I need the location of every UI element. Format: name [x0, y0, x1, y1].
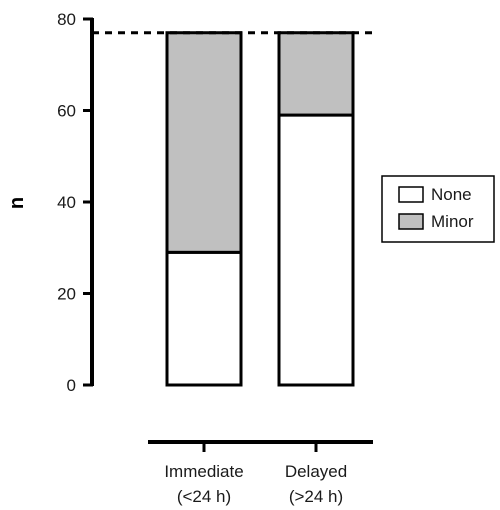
- bar-segment-none: [165, 250, 243, 387]
- y-tick-label: 20: [57, 285, 76, 304]
- x-tick-label-sub: (>24 h): [289, 487, 343, 506]
- bar-segment-minor: [165, 31, 243, 254]
- legend-swatch-minor: [398, 213, 424, 230]
- x-axis-ticks: Immediate (<24 h) Delayed (>24 h): [164, 442, 347, 506]
- bar-segment-minor: [277, 31, 355, 117]
- bars-group: [165, 31, 355, 387]
- bar-segment-none: [277, 113, 355, 387]
- y-axis-label: n: [6, 197, 28, 209]
- y-tick-label: 0: [67, 376, 76, 395]
- y-axis-ticks: 0 20 40 60 80: [57, 10, 93, 395]
- x-tick-label: Immediate: [164, 462, 243, 481]
- y-tick-label: 80: [57, 10, 76, 29]
- x-tick-label: Delayed: [285, 462, 347, 481]
- legend-box: [381, 175, 495, 243]
- legend-label-none: None: [431, 185, 472, 204]
- legend-label-minor: Minor: [431, 212, 474, 231]
- y-tick-label: 40: [57, 193, 76, 212]
- x-tick-label-sub: (<24 h): [177, 487, 231, 506]
- y-tick-label: 60: [57, 102, 76, 121]
- legend-swatch-none: [398, 186, 424, 203]
- legend: None Minor: [381, 175, 495, 243]
